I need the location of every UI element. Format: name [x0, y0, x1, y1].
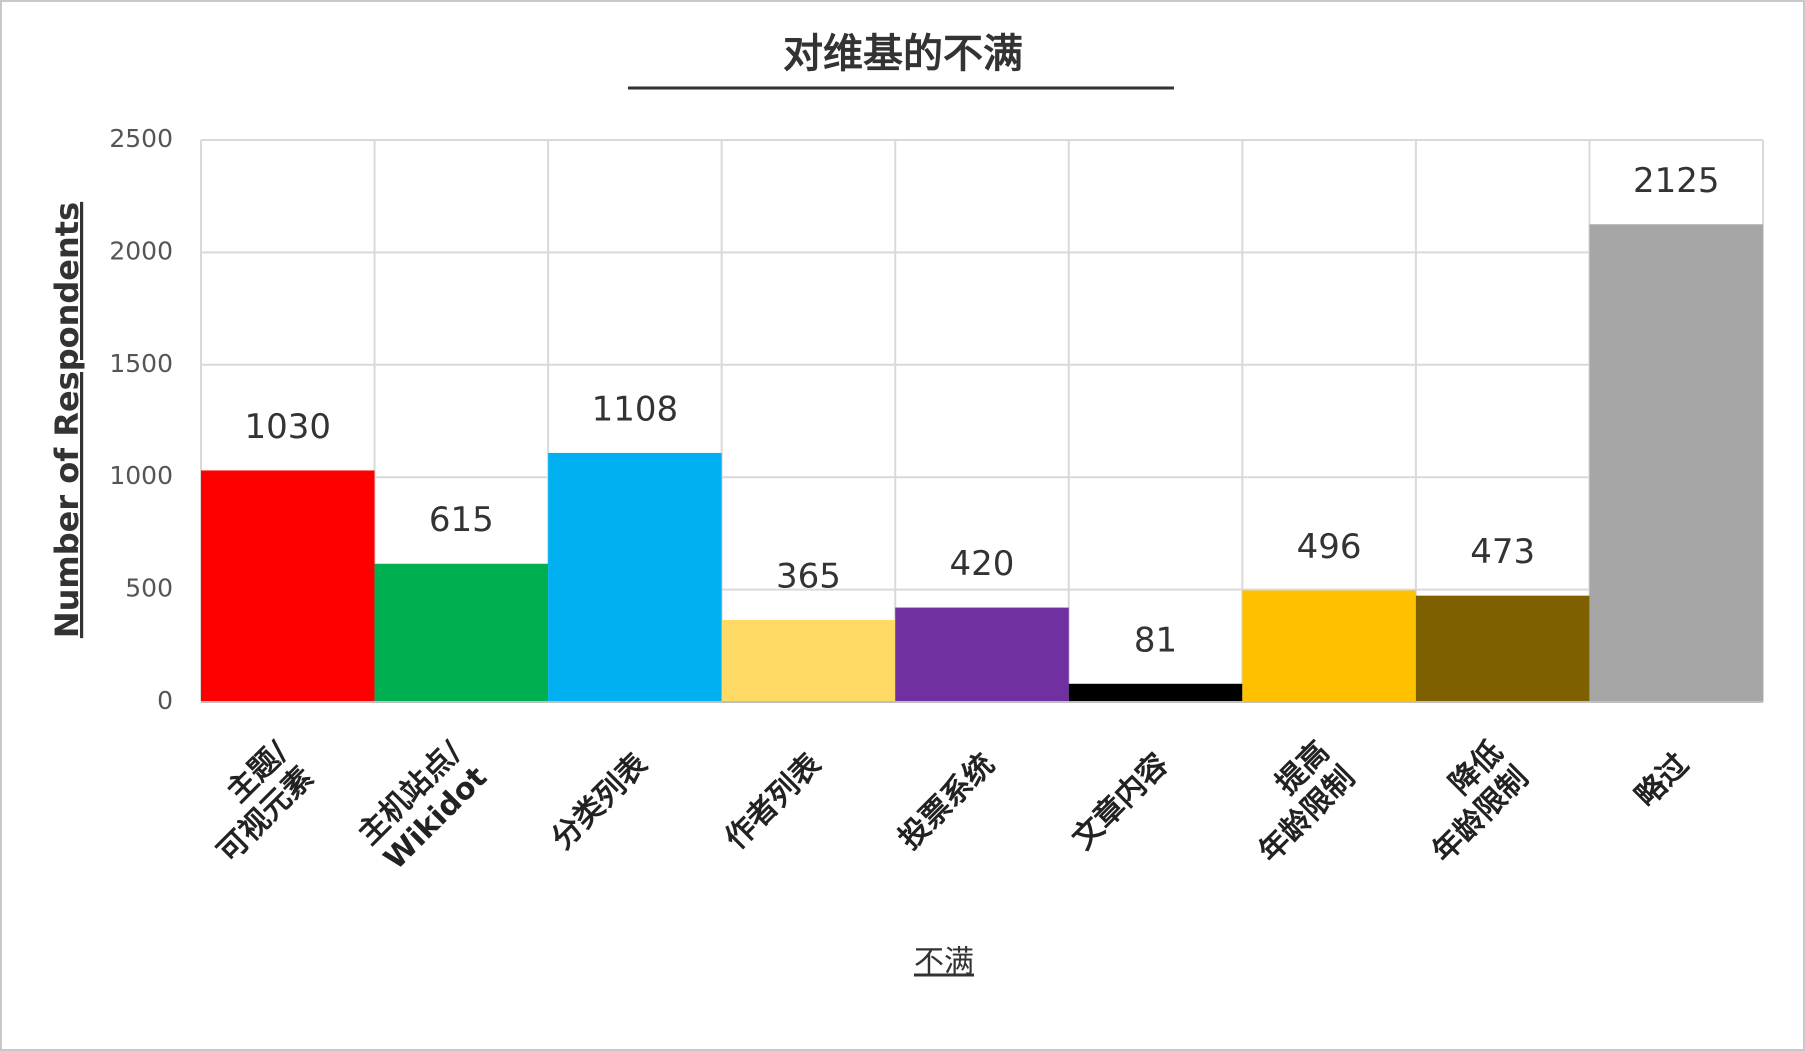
bar [721, 619, 896, 702]
bar [201, 470, 375, 702]
data-label: 615 [429, 500, 494, 540]
bar [895, 607, 1069, 702]
data-label: 420 [950, 544, 1015, 584]
y-tick-label: 0 [157, 686, 173, 715]
y-tick-label: 1500 [109, 349, 173, 378]
y-tick-label: 500 [125, 574, 173, 603]
y-tick-label: 2000 [109, 236, 173, 265]
data-label: 496 [1297, 527, 1362, 567]
y-tick-label: 2500 [109, 124, 173, 153]
bar [374, 563, 549, 702]
bar [548, 452, 722, 702]
bar [1242, 590, 1416, 702]
data-label: 1030 [245, 407, 332, 447]
y-axis-title: Number of Respondents [48, 202, 86, 638]
data-label: 81 [1134, 620, 1177, 660]
bar [1415, 595, 1590, 702]
chart-title: 对维基的不满 [783, 31, 1023, 77]
data-label: 473 [1470, 532, 1535, 572]
bar [1589, 224, 1763, 703]
y-tick-label: 1000 [109, 461, 173, 490]
data-label: 1108 [592, 389, 679, 429]
data-label: 2125 [1633, 161, 1720, 201]
x-axis-title: 不满 [914, 945, 974, 980]
data-label: 365 [776, 556, 841, 596]
bar [1068, 683, 1243, 702]
